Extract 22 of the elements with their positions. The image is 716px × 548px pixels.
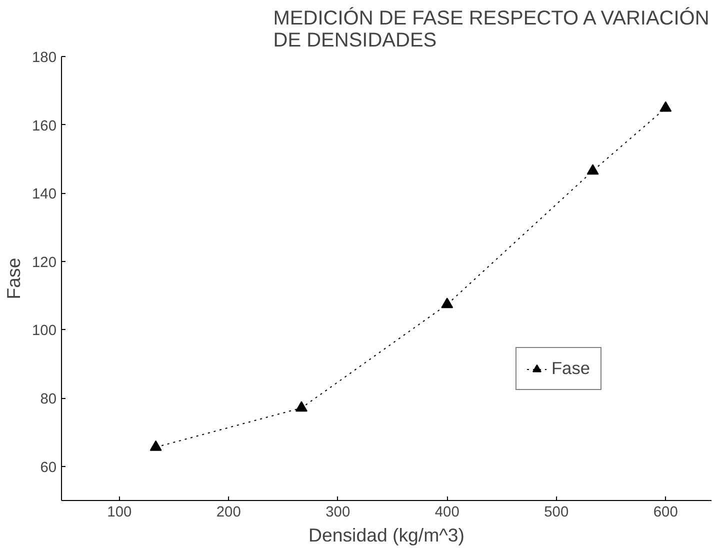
point: [441, 298, 454, 308]
x-tick-label: 600: [653, 504, 678, 520]
point: [150, 440, 162, 451]
y-tick-label: 80: [40, 392, 57, 408]
y-tick-label: 100: [32, 323, 57, 340]
x-tick-label: 500: [544, 504, 569, 520]
y-tick-label: 140: [32, 186, 57, 203]
point: [586, 164, 599, 175]
x-tick-label: 200: [216, 504, 241, 520]
y-tick-label: 120: [32, 254, 57, 271]
y-tick-label: 160: [32, 118, 57, 134]
chart-title: MEDICIÓN DE FASE RESPECTO A VARIACIÓN DE DENSIDADES: [273, 6, 710, 52]
legend-label: Fase: [551, 358, 590, 379]
x-tick-label: 100: [107, 504, 132, 520]
y-axis-title: Fase: [3, 258, 24, 300]
y-tick-label: 180: [32, 50, 57, 66]
x-tick-label: 400: [434, 504, 460, 520]
point: [295, 401, 308, 412]
point: [660, 101, 672, 112]
x-tick-label: 300: [326, 504, 350, 520]
x-axis-title: Densidad (kg/m^3): [308, 524, 465, 546]
y-tick-label: 60: [40, 460, 57, 476]
